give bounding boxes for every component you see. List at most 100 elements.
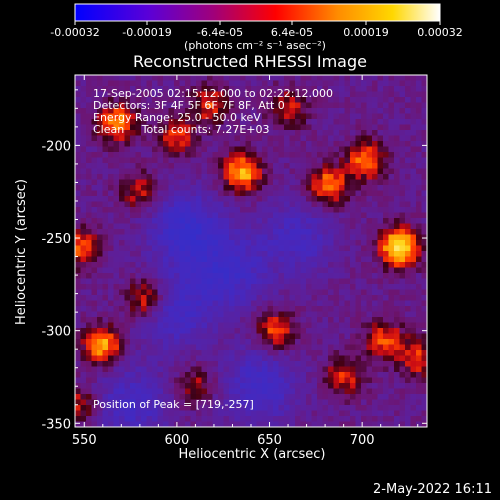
heatmap-cell bbox=[339, 245, 345, 252]
heatmap-cell bbox=[240, 196, 246, 202]
heatmap-cell bbox=[256, 416, 263, 422]
heatmap-cell bbox=[141, 284, 147, 290]
heatmap-cell bbox=[300, 201, 307, 208]
heatmap-cell bbox=[80, 185, 87, 191]
heatmap-cell bbox=[97, 361, 103, 367]
heatmap-cell bbox=[344, 196, 351, 202]
heatmap-cell bbox=[229, 322, 235, 329]
heatmap-cell bbox=[218, 344, 224, 351]
heatmap-cell bbox=[416, 119, 422, 125]
heatmap-cell bbox=[377, 383, 384, 389]
heatmap-cell bbox=[262, 350, 268, 356]
heatmap-cell bbox=[410, 300, 417, 307]
heatmap-cell bbox=[119, 322, 125, 329]
heatmap-cell bbox=[108, 273, 114, 279]
heatmap-cell bbox=[273, 234, 279, 241]
heatmap-cell bbox=[284, 295, 290, 301]
heatmap-cell bbox=[152, 295, 158, 301]
heatmap-cell bbox=[240, 212, 246, 219]
heatmap-cell bbox=[322, 306, 329, 312]
heatmap-cell bbox=[267, 267, 274, 274]
heatmap-cell bbox=[119, 141, 125, 147]
heatmap-cell bbox=[108, 322, 114, 329]
heatmap-cell bbox=[394, 218, 400, 224]
heatmap-cell bbox=[124, 289, 131, 296]
heatmap-cell bbox=[234, 218, 241, 224]
heatmap-cell bbox=[146, 322, 153, 329]
heatmap-cell bbox=[405, 80, 411, 87]
heatmap-cell bbox=[388, 146, 395, 153]
heatmap-cell bbox=[190, 102, 197, 109]
heatmap-cell bbox=[163, 317, 169, 323]
heatmap-cell bbox=[196, 333, 202, 340]
heatmap-cell bbox=[218, 218, 224, 224]
heatmap-cell bbox=[311, 311, 318, 318]
heatmap-cell bbox=[256, 262, 263, 268]
heatmap-cell bbox=[421, 273, 428, 279]
heatmap-cell bbox=[201, 119, 208, 125]
heatmap-cell bbox=[322, 119, 329, 125]
heatmap-cell bbox=[185, 146, 191, 153]
heatmap-cell bbox=[174, 333, 180, 340]
heatmap-cell bbox=[168, 289, 175, 296]
heatmap-cell bbox=[212, 262, 219, 268]
heatmap-cell bbox=[113, 399, 120, 406]
heatmap-cell bbox=[185, 80, 191, 87]
heatmap-cell bbox=[399, 295, 406, 301]
heatmap-cell bbox=[289, 124, 296, 131]
heatmap-cell bbox=[229, 394, 235, 400]
heatmap-cell bbox=[383, 383, 389, 389]
heatmap-cell bbox=[146, 75, 153, 81]
heatmap-cell bbox=[366, 91, 373, 98]
heatmap-cell bbox=[185, 207, 191, 213]
heatmap-cell bbox=[97, 124, 103, 131]
heatmap-cell bbox=[212, 311, 219, 318]
heatmap-cell bbox=[152, 366, 158, 373]
heatmap-cell bbox=[410, 311, 417, 318]
heatmap-cell bbox=[278, 267, 285, 274]
heatmap-cell bbox=[256, 322, 263, 329]
heatmap-cell bbox=[262, 300, 268, 307]
heatmap-cell bbox=[212, 130, 219, 136]
heatmap-cell bbox=[289, 256, 296, 263]
heatmap-cell bbox=[355, 223, 362, 230]
heatmap-cell bbox=[119, 91, 125, 98]
heatmap-cell bbox=[135, 152, 142, 158]
heatmap-cell bbox=[322, 234, 329, 241]
heatmap-cell bbox=[135, 278, 142, 285]
heatmap-cell bbox=[267, 251, 274, 257]
heatmap-cell bbox=[86, 267, 92, 274]
heatmap-cell bbox=[229, 108, 235, 114]
heatmap-cell bbox=[196, 388, 202, 395]
heatmap-cell bbox=[306, 410, 312, 417]
heatmap-cell bbox=[130, 311, 136, 318]
heatmap-cell bbox=[108, 229, 114, 235]
heatmap-cell bbox=[124, 416, 131, 422]
heatmap-cell bbox=[388, 174, 395, 180]
heatmap-cell bbox=[416, 372, 422, 378]
heatmap-cell bbox=[388, 97, 395, 103]
heatmap-cell bbox=[97, 234, 103, 241]
heatmap-cell bbox=[251, 278, 257, 285]
heatmap-cell bbox=[141, 102, 147, 109]
heatmap-cell bbox=[295, 399, 301, 406]
heatmap-cell bbox=[229, 223, 235, 230]
heatmap-cell bbox=[102, 383, 109, 389]
heatmap-cell bbox=[157, 350, 164, 356]
heatmap-cell bbox=[388, 372, 395, 378]
heatmap-cell bbox=[256, 80, 263, 87]
heatmap-cell bbox=[295, 168, 301, 175]
heatmap-cell bbox=[278, 405, 285, 411]
heatmap-cell bbox=[361, 322, 367, 329]
heatmap-cell bbox=[124, 179, 131, 186]
heatmap-cell bbox=[113, 152, 120, 158]
heatmap-cell bbox=[245, 410, 252, 417]
heatmap-cell bbox=[366, 245, 373, 252]
heatmap-cell bbox=[405, 179, 411, 186]
heatmap-cell bbox=[163, 399, 169, 406]
heatmap-cell bbox=[207, 223, 213, 230]
heatmap-cell bbox=[306, 152, 312, 158]
heatmap-cell bbox=[157, 141, 164, 147]
heatmap-cell bbox=[207, 97, 213, 103]
heatmap-cell bbox=[152, 284, 158, 290]
